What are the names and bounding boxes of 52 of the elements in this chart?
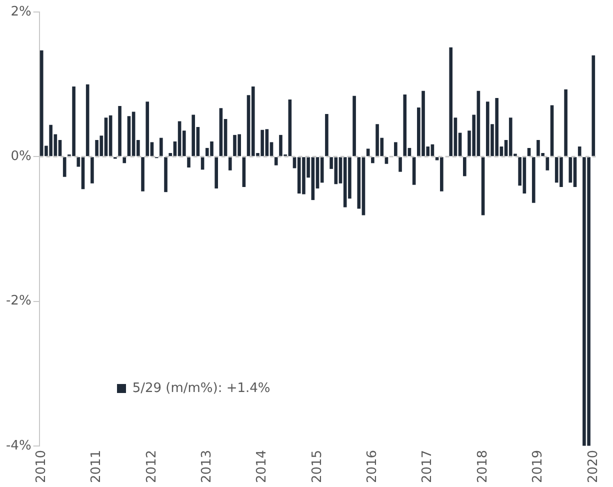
bar [550, 105, 554, 156]
bar [371, 157, 374, 164]
bar [274, 157, 278, 166]
x-tick-label: 2018 [475, 450, 490, 484]
bar [532, 157, 536, 203]
bar [325, 114, 328, 156]
bar [398, 157, 402, 172]
bar [127, 116, 131, 156]
y-tick-label: 2% [10, 4, 32, 20]
bar [568, 157, 572, 183]
bar [86, 84, 90, 156]
x-tick-label: 2013 [200, 450, 215, 484]
x-tick-label: 2010 [34, 450, 49, 484]
bar [412, 157, 416, 185]
bar [366, 148, 370, 156]
bar [546, 157, 550, 170]
bar [160, 138, 163, 156]
bar [219, 108, 223, 156]
x-tick-label: 2020 [586, 450, 601, 484]
bar [592, 55, 596, 156]
x-tick-label: 2012 [144, 450, 160, 484]
x-tick-label: 2014 [254, 450, 270, 484]
bar [192, 114, 196, 156]
bar [146, 102, 150, 156]
x-tick-label: 2015 [310, 450, 325, 484]
bar [108, 115, 112, 156]
x-tick-label: 2017 [420, 450, 436, 484]
bar [62, 157, 66, 177]
bar [394, 142, 398, 156]
x-tick-label: 2016 [365, 450, 380, 484]
y-tick-label: 0% [10, 149, 32, 164]
x-tick-label: 2019 [530, 450, 546, 484]
bar [481, 157, 485, 216]
bar [90, 157, 94, 184]
bar [187, 157, 190, 168]
y-tick-label: -2% [6, 294, 32, 309]
bar [228, 157, 232, 170]
bar [384, 157, 388, 164]
bar [141, 157, 144, 192]
bar [352, 96, 356, 156]
bar [122, 157, 126, 164]
bar [449, 47, 453, 156]
legend-label: 5/29 (m/m%): +1.4% [132, 380, 270, 396]
bar [462, 157, 466, 176]
bar [564, 89, 568, 156]
x-tick-label: 2011 [89, 450, 104, 484]
bar [214, 157, 218, 188]
bar [118, 106, 122, 156]
bar [403, 94, 407, 156]
bar [164, 157, 168, 192]
y-tick-label: -4% [6, 438, 32, 454]
bar [578, 146, 582, 156]
